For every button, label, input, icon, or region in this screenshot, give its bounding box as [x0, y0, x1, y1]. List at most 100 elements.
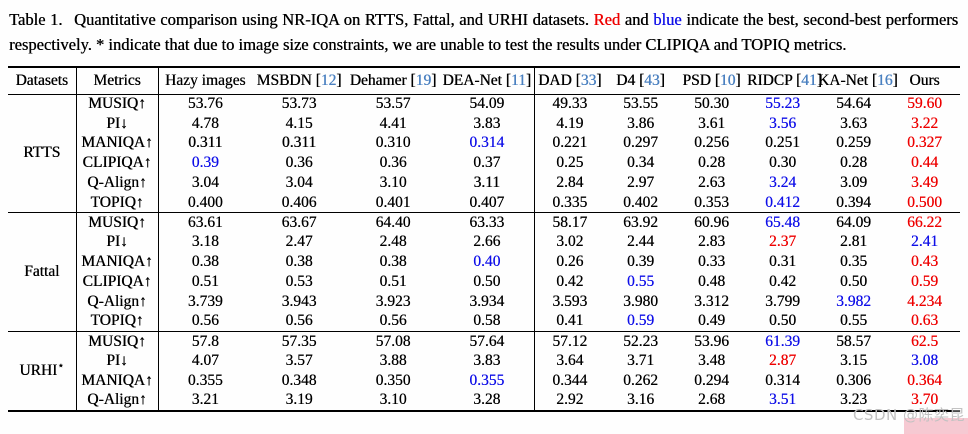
- metric-value: 66.22: [889, 212, 960, 233]
- table-row: PI↓ 4.78 4.15 4.41 3.83 4.19 3.86 3.61 3.56 3.63 3…: [8, 113, 960, 134]
- metric-value: 0.56: [285, 312, 313, 330]
- metric-value: 63.61: [158, 212, 252, 233]
- metric-value: 0.412: [765, 193, 800, 211]
- metric-value: 0.251: [765, 134, 800, 152]
- metric-value: 0.394: [836, 193, 871, 211]
- metric-value: 3.923: [375, 292, 411, 310]
- metric-value: 0.55: [839, 312, 868, 330]
- metric-name: MANIQA↑: [76, 252, 159, 273]
- metric-value: 3.980: [623, 292, 658, 310]
- table-header-row: Datasets Metrics Hazy images MSBDN [12] De…: [8, 67, 960, 95]
- col-header-method: DEA-Net [11]: [440, 67, 535, 95]
- metric-value: 62.5: [889, 331, 960, 352]
- metric-value: 3.56: [768, 114, 797, 132]
- metric-value: 55.23: [765, 95, 800, 113]
- metric-value: 0.26: [556, 253, 584, 271]
- table-row: MANIQA↑ 0.311 0.311 0.310 0.314 0.221 0.297 0.2…: [8, 133, 960, 154]
- metric-value: 3.934: [440, 291, 535, 312]
- metric-value: 0.406: [281, 193, 317, 211]
- table-row: CLIPIQA↑ 0.39 0.36 0.36 0.37 0.25 0.34 0.28 0.30…: [8, 153, 960, 174]
- metric-value: 58.17: [534, 212, 605, 233]
- metric-value: 0.31: [768, 253, 797, 271]
- dataset-name: URHI⋆: [8, 331, 77, 411]
- metric-value: 0.306: [836, 372, 871, 390]
- metric-value: 0.344: [552, 372, 588, 390]
- metric-value: 4.19: [556, 114, 584, 132]
- citation-link[interactable]: 43: [644, 71, 660, 89]
- metric-value: 2.97: [626, 174, 655, 192]
- citation-link[interactable]: 33: [580, 71, 597, 89]
- metric-value: 52.23: [605, 331, 676, 352]
- metric-value: 3.71: [626, 352, 655, 370]
- metric-value: 60.96: [676, 212, 747, 233]
- metric-value: 3.61: [697, 114, 726, 132]
- metric-value: 2.81: [839, 233, 868, 251]
- metric-value: 3.24: [768, 174, 797, 192]
- metric-value: 0.348: [281, 372, 317, 390]
- table-row: RTTS MUSIQ↑ 53.76 53.73 53.57 54.09 49.33 53.55…: [8, 94, 960, 213]
- metric-value: 0.314: [440, 133, 535, 154]
- citation-link[interactable]: 12: [320, 71, 337, 89]
- metric-value: 58.57: [818, 331, 889, 352]
- metric-value: 3.70: [910, 391, 939, 409]
- watermark: CSDN @陈奕昆: [852, 406, 965, 424]
- metric-value: 0.50: [440, 272, 535, 292]
- metric-name: Q-Align↑: [76, 291, 159, 312]
- metric-value: 65.48: [747, 212, 818, 233]
- table-caption: Table 1. Quantitative comparison using N…: [0, 0, 968, 57]
- watermark-highlight-box: [904, 418, 968, 434]
- metric-value: 0.30: [768, 154, 797, 172]
- metric-value: 57.64: [440, 331, 535, 352]
- metric-value: 0.335: [552, 193, 588, 211]
- metric-value: 3.11: [440, 173, 535, 193]
- citation-link[interactable]: 11: [510, 71, 526, 89]
- metric-value: 0.500: [907, 193, 942, 211]
- col-header-datasets: Datasets: [8, 67, 77, 95]
- metric-value: 4.07: [191, 352, 219, 370]
- metric-value: 0.311: [281, 134, 317, 152]
- metric-value: 0.350: [375, 372, 411, 390]
- col-header-method: MSBDN [12]: [252, 67, 346, 95]
- metric-value: 3.593: [552, 292, 588, 310]
- metric-value: 0.25: [556, 154, 584, 172]
- metric-value: 3.04: [191, 174, 219, 192]
- metric-value: 53.76: [187, 95, 223, 113]
- table-row: CLIPIQA↑ 0.51 0.53 0.51 0.50 0.42 0.55 0.48 0.42…: [8, 272, 960, 292]
- citation-link[interactable]: 41: [801, 71, 817, 89]
- metric-value: 3.83: [440, 351, 535, 372]
- metric-value: 0.38: [379, 253, 407, 271]
- metric-value: 0.53: [285, 273, 313, 291]
- metric-value: 0.42: [768, 273, 797, 291]
- metric-value: 0.55: [626, 273, 655, 291]
- metric-value: 0.262: [623, 372, 658, 390]
- citation-link[interactable]: 10: [719, 71, 736, 89]
- citation-link[interactable]: 16: [876, 71, 893, 89]
- table-row: Fattal MUSIQ↑ 63.61 63.67 64.40 63.33 58.17 63.…: [8, 212, 960, 332]
- metric-value: 0.34: [626, 154, 655, 172]
- col-header-method: RIDCP [41]: [747, 67, 822, 95]
- metric-value: 2.47: [285, 233, 313, 251]
- caption-and-word: and: [624, 10, 649, 29]
- dataset-name: Fattal: [8, 212, 77, 332]
- metric-value: 0.38: [285, 253, 313, 271]
- metric-value: 0.402: [623, 193, 658, 211]
- metric-value: 54.64: [836, 95, 871, 113]
- metric-value: 2.41: [910, 233, 939, 251]
- metric-value: 3.312: [694, 292, 729, 310]
- metric-value: 0.41: [556, 312, 584, 330]
- metric-name: CLIPIQA↑: [76, 272, 159, 292]
- table-row: Q-Align↑ 3.21 3.19 3.10 3.28 2.92 3.16 2.68 3.51…: [8, 390, 960, 411]
- col-header-method: Dehamer [19]: [346, 67, 440, 95]
- col-header-metrics: Metrics: [76, 67, 159, 95]
- metric-value: 4.15: [285, 114, 313, 132]
- metric-value: 3.09: [839, 174, 868, 192]
- col-header-method: D4 [43]: [605, 67, 676, 95]
- citation-link[interactable]: 19: [415, 71, 432, 89]
- metric-value: 0.59: [626, 312, 655, 330]
- metric-value: 54.09: [440, 94, 535, 114]
- metric-value: 53.73: [281, 95, 317, 113]
- metric-value: 0.353: [694, 193, 729, 211]
- dataset-star-icon: ⋆: [57, 359, 65, 372]
- metric-value: 0.33: [697, 253, 726, 271]
- col-header-method: KA-Net [16]: [818, 67, 898, 95]
